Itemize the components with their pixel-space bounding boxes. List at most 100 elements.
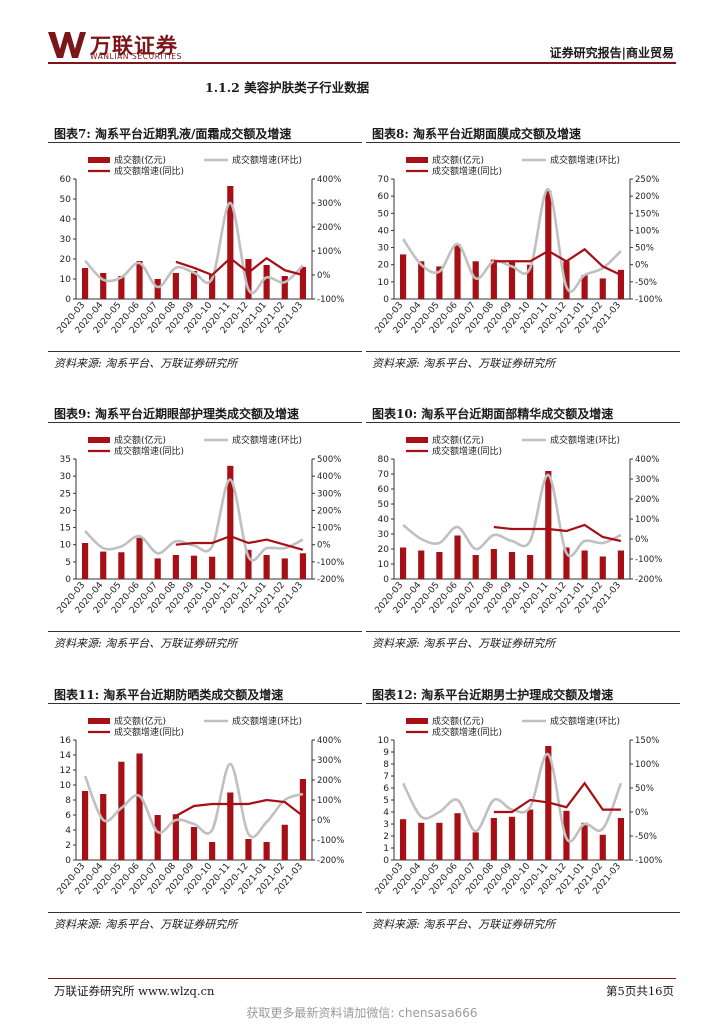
footer-company: 万联证券研究所 www.wlzq.cn <box>54 984 215 998</box>
y-tick-label: 30 <box>60 235 72 245</box>
y-tick-label: 16 <box>60 736 72 746</box>
chart-source: 资料来源: 淘系平台、万联证券研究所 <box>372 357 556 370</box>
legend-label-mom: 成交额增速(环比) <box>550 154 620 166</box>
bar <box>436 822 443 860</box>
y-tick-label: 40 <box>378 226 390 236</box>
bar <box>190 555 198 579</box>
chart-bottom-rule <box>366 631 680 632</box>
chart-bottom-rule <box>366 351 680 352</box>
y-tick-label: 30 <box>378 244 390 254</box>
bar <box>227 792 234 860</box>
mom-growth-line <box>402 187 622 293</box>
y2-tick-label: 300% <box>635 475 659 485</box>
y2-tick-label: 300% <box>317 199 341 209</box>
footer-divider <box>48 978 676 979</box>
y-tick-label: 0 <box>383 295 389 305</box>
y-tick-label: 70 <box>378 470 390 480</box>
y-tick-label: 80 <box>378 455 390 465</box>
y2-tick-label: 250% <box>635 175 659 185</box>
yoy-growth-line <box>493 523 622 543</box>
y2-tick-label: 0% <box>317 271 331 281</box>
bar <box>299 779 307 860</box>
y-tick-label: 0 <box>65 856 71 866</box>
bar <box>136 537 143 579</box>
y-tick-label: 8 <box>65 796 71 806</box>
chart-svg: 0 10 20 30 40 50 60 70 -100% -50% 0% 50% 100% 150% 200… <box>374 154 663 336</box>
y-tick-label: 40 <box>378 515 390 525</box>
bar <box>617 269 625 299</box>
chart-top-rule <box>366 142 680 143</box>
y-tick-label: 20 <box>60 506 72 516</box>
chart-svg: 0102030405060-100%0%100%200%300%400%2020… <box>56 154 345 336</box>
chart-top-rule <box>48 422 362 423</box>
yoy-growth-line <box>493 781 621 814</box>
bar <box>118 761 125 860</box>
chart-svg: 0 10 20 30 40 50 60 70 80 -200% -100% 0% 100% 200% 300… <box>374 434 663 616</box>
legend-label-yoy: 成交额增速(同比) <box>432 726 502 738</box>
chart-svg: 012345678910-100%-50%0%50%100%150%2020-0… <box>374 715 663 897</box>
y-tick-label: 70 <box>378 175 390 185</box>
y2-tick-label: 0% <box>635 808 649 818</box>
bar <box>527 555 534 579</box>
y-tick-label: 9 <box>383 748 389 758</box>
y-tick-label: 40 <box>60 215 72 225</box>
bar <box>245 259 252 299</box>
mom-growth-line <box>84 478 304 562</box>
y-tick-label: 14 <box>60 751 72 761</box>
y-tick-label: 7 <box>383 772 389 782</box>
yoy-growth-line <box>493 247 622 276</box>
y-tick-label: 10 <box>378 560 390 570</box>
y2-tick-label: 200% <box>635 495 659 505</box>
y-tick-label: 5 <box>383 796 389 806</box>
y2-tick-label: 150% <box>635 209 659 219</box>
bar <box>81 543 89 579</box>
y2-tick-label: 150% <box>635 736 659 746</box>
legend-label-yoy: 成交额增速(同比) <box>432 165 502 177</box>
y-tick-label: 10 <box>60 275 72 285</box>
y2-tick-label: -50% <box>635 832 657 842</box>
legend-swatch-bar <box>88 157 110 163</box>
y2-tick-label: 100% <box>635 226 659 236</box>
y2-tick-label: -100% <box>317 836 344 846</box>
y-tick-label: 30 <box>378 530 390 540</box>
legend-label-mom: 成交额增速(环比) <box>550 715 620 727</box>
y2-tick-label: 300% <box>317 489 341 499</box>
legend-swatch-bar <box>406 437 428 443</box>
y2-tick-label: 0% <box>317 541 331 551</box>
y2-tick-label: 200% <box>317 223 341 233</box>
y-tick-label: 0 <box>65 295 71 305</box>
logo-cn-text: 万联证券 <box>90 34 178 58</box>
chart-title: 图表8: 淘系平台近期面膜成交额及增速 <box>372 127 581 141</box>
y2-tick-label: -200% <box>317 575 344 585</box>
legend-swatch-bar <box>406 718 428 724</box>
chart-title: 图表10: 淘系平台近期面部精华成交额及增速 <box>372 407 614 421</box>
chart-bottom-rule <box>48 912 362 913</box>
bar <box>454 813 461 860</box>
chart-bottom-rule <box>366 912 680 913</box>
y2-tick-label: 100% <box>317 247 341 257</box>
y2-tick-label: -100% <box>317 558 344 568</box>
y2-tick-label: -100% <box>635 856 662 866</box>
y-tick-label: 8 <box>383 760 389 770</box>
y2-tick-label: 0% <box>635 261 649 271</box>
chart-title: 图表9: 淘系平台近期眼部护理类成交额及增速 <box>54 407 299 421</box>
legend-label-mom: 成交额增速(环比) <box>232 434 302 446</box>
y2-tick-label: -100% <box>635 295 662 305</box>
bar <box>100 794 107 860</box>
bar <box>281 276 288 299</box>
header-divider <box>48 62 676 64</box>
chart-title: 图表7: 淘系平台近期乳液/面霜成交额及增速 <box>54 127 292 141</box>
y-tick-label: 10 <box>60 541 72 551</box>
page-header: 万联证券 WANLIAN SECURITIES 证券研究报告|商业贸易 <box>0 0 724 64</box>
bar <box>136 753 143 860</box>
y2-tick-label: 50% <box>635 244 654 254</box>
y-tick-label: 50 <box>60 195 72 205</box>
bar <box>281 558 288 579</box>
y-tick-label: 0 <box>383 575 389 585</box>
bar <box>490 818 497 860</box>
y2-tick-label: 0% <box>635 535 649 545</box>
bar <box>81 268 89 299</box>
y2-tick-label: -50% <box>635 278 657 288</box>
y-tick-label: 60 <box>378 192 390 202</box>
bar <box>545 191 552 299</box>
